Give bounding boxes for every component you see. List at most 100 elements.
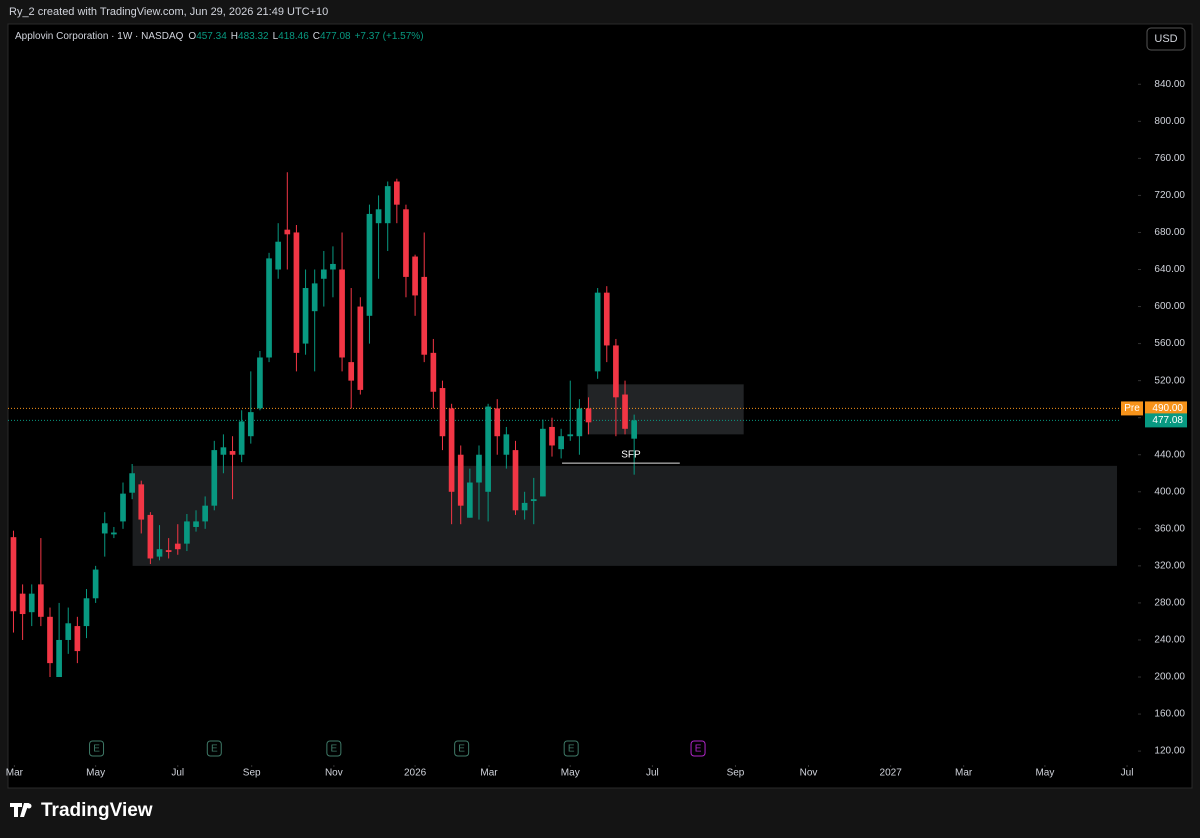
candle-body (129, 473, 135, 493)
x-tick-label: Nov (800, 768, 818, 779)
price-label-box (1145, 413, 1187, 428)
candle-body (111, 532, 117, 535)
earnings-label: E (568, 744, 575, 755)
candle-body (348, 362, 355, 381)
candle-body (631, 420, 637, 439)
x-tick-label: Sep (727, 768, 745, 779)
earnings-marker (563, 740, 579, 757)
header: Ry_2 created with TradingView.com, Jun 2… (9, 6, 328, 18)
candle-body (220, 447, 227, 455)
symbol-name: Applovin Corporation · 1W · NASDAQ (15, 31, 184, 42)
candle-body (567, 434, 574, 437)
candle-body (229, 451, 236, 455)
candle-body (622, 394, 628, 429)
y-tick-label: 280.00 (1154, 598, 1185, 609)
y-tick-label: 840.00 (1154, 79, 1185, 90)
candle-body (494, 408, 501, 437)
y-tick-label: 360.00 (1154, 523, 1185, 534)
earnings-marker (206, 740, 222, 757)
candle-body (275, 241, 282, 270)
y-tick-label: 720.00 (1154, 190, 1185, 201)
candle-body (549, 426, 555, 446)
candle-body (412, 256, 418, 296)
x-tick-label: Mar (480, 768, 498, 779)
candle-body (92, 569, 99, 599)
candle-body (467, 482, 473, 518)
candle-body (384, 186, 391, 224)
candle-body (476, 454, 482, 483)
y-tick-label: 640.00 (1154, 264, 1185, 275)
candle-body (540, 428, 546, 497)
x-tick-label: May (1035, 768, 1054, 779)
candle-body (457, 454, 464, 506)
candle-body (56, 639, 62, 678)
x-tick-label: Jul (1121, 768, 1134, 779)
candle-body (366, 213, 373, 316)
candle-body (174, 543, 181, 550)
candle-body (430, 352, 437, 392)
candle-body (576, 408, 583, 437)
candle-body (558, 436, 564, 450)
earnings-marker (454, 740, 470, 757)
earnings-label: E (695, 744, 702, 755)
ohlc-label: L (273, 31, 279, 42)
candle-body (193, 521, 199, 527)
price-tag: Pre (1124, 403, 1140, 414)
candle-body (120, 493, 126, 522)
candle-body (65, 623, 72, 640)
candle-body (101, 523, 108, 534)
y-tick-label: 800.00 (1154, 116, 1185, 127)
candle-body (320, 269, 327, 279)
y-tick-label: 600.00 (1154, 301, 1185, 312)
logo-dot (26, 803, 32, 809)
candle-body (594, 292, 601, 372)
ohlc-value: 477.08 (320, 31, 351, 42)
x-tick-label: Mar (955, 768, 973, 779)
y-tick-label: 520.00 (1154, 375, 1185, 386)
y-tick-label: 160.00 (1154, 709, 1185, 720)
candle-body (74, 626, 81, 652)
x-tick-label: Sep (243, 768, 261, 779)
x-tick-label: May (86, 768, 105, 779)
candle-body (448, 408, 455, 492)
candle-body (439, 388, 446, 437)
candle-body (330, 263, 336, 270)
zone (132, 465, 1118, 566)
currency-button[interactable] (1146, 27, 1186, 51)
earnings-label: E (93, 744, 100, 755)
candle-body (238, 421, 245, 455)
legend: Applovin Corporation · 1W · NASDAQ O457.3… (15, 31, 424, 42)
candle-body (19, 593, 26, 615)
x-tick-label: Jul (171, 768, 184, 779)
candle-body (211, 450, 218, 506)
y-tick-label: 200.00 (1154, 672, 1185, 683)
candle-body (247, 412, 254, 437)
earnings-marker (89, 740, 105, 757)
ohlc-label: H (231, 31, 238, 42)
candle-body (503, 434, 510, 455)
x-tick-label: Jul (646, 768, 659, 779)
y-tick-label: 440.00 (1154, 449, 1185, 460)
candle-body (266, 258, 272, 358)
earnings-marker (326, 740, 342, 757)
x-tick-label: Mar (6, 768, 24, 779)
zone (587, 384, 744, 435)
candle-body (485, 406, 491, 492)
ohlc-label: C (313, 31, 320, 42)
price-tag-box (1121, 401, 1143, 416)
candle-body (421, 276, 428, 355)
candle-body (603, 292, 610, 346)
candle-body (38, 584, 44, 617)
y-tick-label: 320.00 (1154, 561, 1185, 572)
candle-body (394, 181, 400, 205)
y-tick-label: 400.00 (1154, 486, 1185, 497)
brand-logo: TradingView (10, 800, 153, 821)
ohlc-value: 483.32 (238, 31, 269, 42)
price-label-box (1145, 401, 1187, 416)
currency-label[interactable]: USD (1154, 33, 1177, 45)
candle-body (165, 550, 172, 552)
candle-body (10, 537, 17, 612)
brand-name: TradingView (41, 800, 153, 821)
